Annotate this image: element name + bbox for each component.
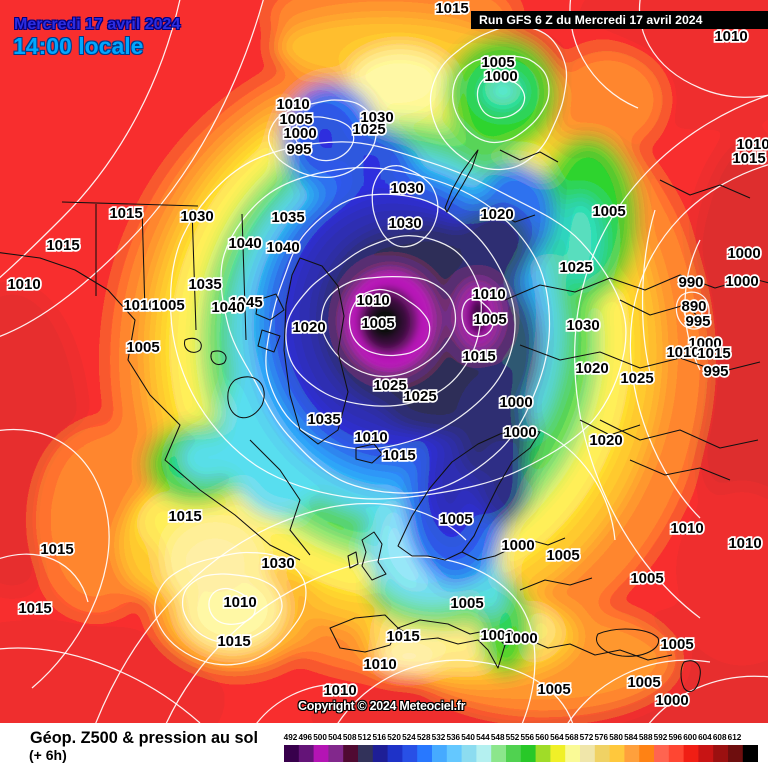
svg-text:1045: 1045 (229, 294, 262, 311)
svg-text:1030: 1030 (566, 317, 599, 334)
svg-text:1000: 1000 (499, 394, 532, 411)
svg-text:1010: 1010 (356, 292, 389, 309)
svg-text:1000: 1000 (655, 692, 688, 709)
svg-text:1005: 1005 (126, 339, 159, 356)
svg-text:1025: 1025 (403, 388, 436, 405)
svg-text:1005: 1005 (660, 636, 693, 653)
svg-text:1010: 1010 (472, 286, 505, 303)
svg-text:1035: 1035 (271, 209, 304, 226)
svg-text:1000: 1000 (501, 537, 534, 554)
svg-text:1005: 1005 (592, 203, 625, 220)
svg-text:1015: 1015 (168, 508, 201, 525)
svg-text:1025: 1025 (352, 121, 385, 138)
svg-text:1005: 1005 (630, 570, 663, 587)
svg-text:1010: 1010 (736, 136, 768, 153)
svg-text:1030: 1030 (390, 180, 423, 197)
svg-text:995: 995 (703, 363, 728, 380)
svg-text:1040: 1040 (228, 235, 261, 252)
svg-text:1000: 1000 (484, 68, 517, 85)
svg-text:1025: 1025 (373, 377, 406, 394)
svg-text:1000: 1000 (504, 630, 537, 647)
svg-text:1005: 1005 (537, 681, 570, 698)
svg-text:1010: 1010 (728, 535, 761, 552)
svg-text:890: 890 (681, 298, 706, 315)
svg-text:1000: 1000 (283, 125, 316, 142)
svg-text:1015: 1015 (462, 348, 495, 365)
svg-text:1020: 1020 (589, 432, 622, 449)
svg-text:995: 995 (685, 313, 710, 330)
svg-text:1020: 1020 (292, 319, 325, 336)
svg-text:1025: 1025 (620, 370, 653, 387)
svg-text:1015: 1015 (109, 205, 142, 222)
svg-text:1010: 1010 (223, 594, 256, 611)
svg-text:1005: 1005 (439, 511, 472, 528)
svg-text:1030: 1030 (388, 215, 421, 232)
svg-text:1000: 1000 (727, 245, 760, 262)
svg-text:1005: 1005 (450, 595, 483, 612)
svg-text:995: 995 (286, 141, 311, 158)
svg-text:1040: 1040 (266, 239, 299, 256)
svg-text:1030: 1030 (180, 208, 213, 225)
svg-text:1005: 1005 (473, 311, 506, 328)
svg-text:1005: 1005 (481, 54, 514, 71)
svg-text:1040: 1040 (211, 299, 244, 316)
svg-text:1015: 1015 (382, 447, 415, 464)
svg-text:1015: 1015 (697, 345, 730, 362)
svg-text:1030: 1030 (261, 555, 294, 572)
svg-text:1000: 1000 (688, 335, 721, 352)
svg-text:1005: 1005 (151, 297, 184, 314)
svg-text:1015: 1015 (386, 628, 419, 645)
svg-text:1010: 1010 (7, 276, 40, 293)
svg-text:1035: 1035 (307, 411, 340, 428)
svg-text:1025: 1025 (559, 259, 592, 276)
svg-text:1030: 1030 (360, 109, 393, 126)
svg-text:1010: 1010 (276, 96, 309, 113)
svg-text:1010: 1010 (670, 520, 703, 537)
svg-text:1000: 1000 (480, 627, 513, 644)
svg-text:1015: 1015 (40, 541, 73, 558)
svg-text:1000: 1000 (725, 273, 758, 290)
svg-text:1015: 1015 (435, 0, 468, 17)
svg-text:1005: 1005 (546, 547, 579, 564)
svg-text:1015: 1015 (732, 150, 765, 167)
svg-text:1010: 1010 (666, 344, 699, 361)
svg-text:1005: 1005 (627, 674, 660, 691)
svg-text:1035: 1035 (188, 276, 221, 293)
svg-text:1015: 1015 (18, 600, 51, 617)
svg-text:1010: 1010 (123, 297, 156, 314)
svg-text:1015: 1015 (217, 633, 250, 650)
svg-text:1020: 1020 (575, 360, 608, 377)
svg-text:1020: 1020 (480, 206, 513, 223)
svg-text:1010: 1010 (363, 656, 396, 673)
svg-text:1010: 1010 (714, 28, 747, 45)
svg-text:1010: 1010 (323, 682, 356, 699)
svg-text:1000: 1000 (503, 424, 536, 441)
svg-text:1015: 1015 (46, 237, 79, 254)
svg-text:990: 990 (678, 274, 703, 291)
svg-text:1010: 1010 (354, 429, 387, 446)
svg-text:1005: 1005 (361, 315, 394, 332)
svg-text:1005: 1005 (279, 111, 312, 128)
